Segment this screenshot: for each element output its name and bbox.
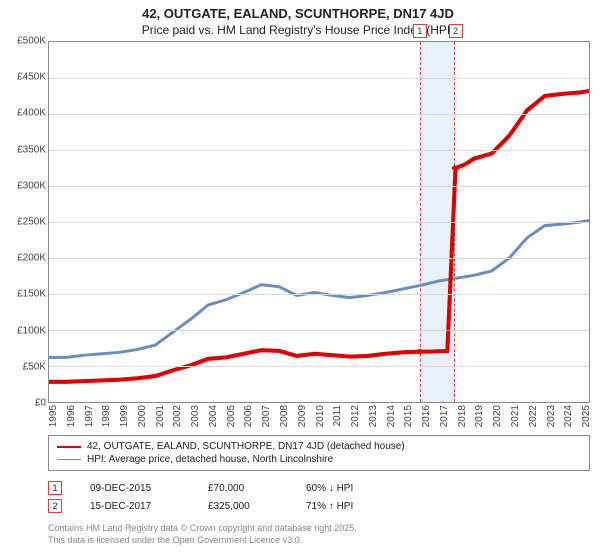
grid-line	[49, 222, 589, 223]
y-tick-label: £250K	[17, 217, 46, 228]
legend-label: 42, OUTGATE, EALAND, SCUNTHORPE, DN17 4J…	[87, 441, 405, 452]
x-tick-label: 2000	[137, 405, 148, 427]
footer-line-1: Contains HM Land Registry data © Crown c…	[48, 523, 590, 535]
series-line-hpi	[49, 221, 589, 358]
chart-marker-flag: 1	[413, 24, 427, 38]
x-tick-label: 1997	[84, 405, 95, 427]
x-tick-label: 2022	[528, 405, 539, 427]
footer: Contains HM Land Registry data © Crown c…	[48, 523, 590, 546]
y-tick-label: £500K	[17, 36, 46, 47]
marker-delta: 60% ↓ HPI	[306, 483, 353, 494]
x-tick-label: 2003	[190, 405, 201, 427]
x-tick-label: 2004	[208, 405, 219, 427]
y-tick-label: £350K	[17, 144, 46, 155]
series-marker-dot	[452, 165, 460, 170]
y-tick-label: £0	[35, 398, 46, 409]
y-tick-label: £450K	[17, 72, 46, 83]
marker-table-row: 2 15-DEC-2017 £325,000 71% ↑ HPI	[48, 497, 590, 515]
x-tick-label: 2007	[261, 405, 272, 427]
x-tick-label: 2017	[439, 405, 450, 427]
title-main: 42, OUTGATE, EALAND, SCUNTHORPE, DN17 4J…	[6, 6, 590, 21]
x-tick-label: 2013	[368, 405, 379, 427]
x-tick-label: 2001	[155, 405, 166, 427]
title-block: 42, OUTGATE, EALAND, SCUNTHORPE, DN17 4J…	[6, 6, 590, 37]
grid-line	[49, 366, 589, 367]
x-tick-label: 2011	[332, 405, 343, 427]
x-tick-label: 2002	[172, 405, 183, 427]
grid-line	[49, 150, 589, 151]
x-tick-label: 1999	[119, 405, 130, 427]
marker-table-row: 1 09-DEC-2015 £70,000 60% ↓ HPI	[48, 479, 590, 497]
x-tick-label: 2023	[546, 405, 557, 427]
grid-line	[49, 78, 589, 79]
x-tick-label: 2008	[279, 405, 290, 427]
chart-marker-flag: 2	[449, 24, 463, 38]
x-tick-label: 2024	[563, 405, 574, 427]
x-tick-label: 2018	[457, 405, 468, 427]
legend-swatch	[57, 446, 81, 448]
chart-container: 42, OUTGATE, EALAND, SCUNTHORPE, DN17 4J…	[0, 0, 600, 560]
x-axis: 1995 1996 1997 1998 1999 2000 2001 2002 2003 2004…	[48, 403, 590, 431]
footer-line-2: This data is licensed under the Open Gov…	[48, 535, 590, 547]
marker-date: 15-DEC-2017	[90, 501, 180, 512]
legend-item: HPI: Average price, detached house, Nort…	[57, 453, 581, 466]
grid-line	[49, 258, 589, 259]
marker-table: 1 09-DEC-2015 £70,000 60% ↓ HPI 2 15-DEC-2017…	[48, 479, 590, 515]
x-tick-label: 2020	[492, 405, 503, 427]
y-tick-label: £300K	[17, 180, 46, 191]
legend: 42, OUTGATE, EALAND, SCUNTHORPE, DN17 4J…	[48, 435, 590, 471]
x-tick-label: 2005	[226, 405, 237, 427]
x-tick-label: 2016	[421, 405, 432, 427]
x-tick-label: 2006	[243, 405, 254, 427]
plot-area: 12	[48, 41, 590, 403]
grid-line	[49, 330, 589, 331]
legend-item: 42, OUTGATE, EALAND, SCUNTHORPE, DN17 4J…	[57, 440, 581, 453]
marker-delta: 71% ↑ HPI	[306, 501, 353, 512]
series-line-property	[49, 91, 589, 382]
x-tick-label: 1995	[48, 405, 59, 427]
x-tick-label: 2010	[315, 405, 326, 427]
legend-label: HPI: Average price, detached house, Nort…	[87, 454, 333, 465]
y-tick-label: £400K	[17, 108, 46, 119]
series-marker-dot	[416, 349, 424, 354]
grid-line	[49, 294, 589, 295]
x-tick-label: 2014	[386, 405, 397, 427]
marker-mini-box: 1	[48, 481, 62, 495]
legend-swatch	[57, 459, 81, 460]
marker-price: £70,000	[208, 483, 278, 494]
x-tick-label: 2019	[474, 405, 485, 427]
marker-price: £325,000	[208, 501, 278, 512]
x-tick-label: 2015	[403, 405, 414, 427]
chart-outer: £0 £50K £100K £150K £200K £250K £300K £350K £400…	[6, 41, 590, 431]
grid-line	[49, 114, 589, 115]
x-tick-label: 1996	[66, 405, 77, 427]
x-tick-label: 2021	[510, 405, 521, 427]
marker-mini-box: 2	[48, 499, 62, 513]
marker-date: 09-DEC-2015	[90, 483, 180, 494]
y-tick-label: £200K	[17, 253, 46, 264]
title-sub: Price paid vs. HM Land Registry's House …	[6, 23, 590, 37]
plot-wrap: 12 1995 1996 1997 1998 1999 2000 2001 2002 2003 2…	[48, 41, 590, 431]
x-tick-label: 1998	[101, 405, 112, 427]
y-tick-label: £150K	[17, 289, 46, 300]
x-tick-label: 2009	[297, 405, 308, 427]
y-axis: £0 £50K £100K £150K £200K £250K £300K £350K £400…	[6, 41, 48, 431]
grid-line	[49, 186, 589, 187]
y-tick-label: £50K	[23, 361, 46, 372]
y-tick-label: £100K	[17, 325, 46, 336]
x-tick-label: 2025	[581, 405, 592, 427]
x-tick-label: 2012	[350, 405, 361, 427]
